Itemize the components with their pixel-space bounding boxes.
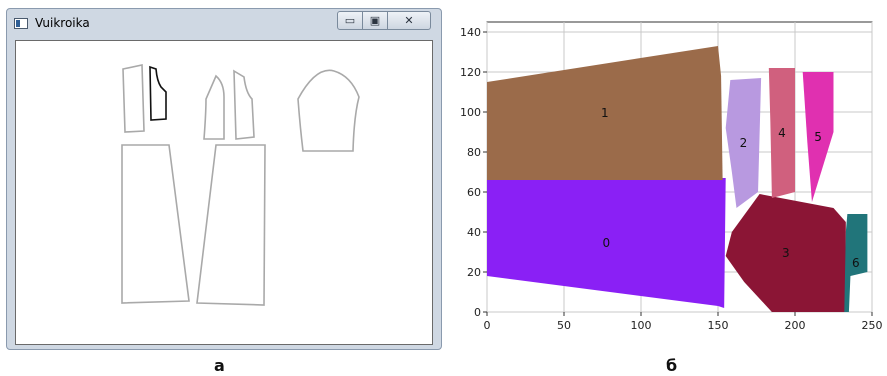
window-title: Vuikroika xyxy=(35,16,90,30)
window-app-icon xyxy=(14,18,28,29)
region-4 xyxy=(768,68,795,198)
pattern-piece-bodice-right xyxy=(233,69,255,140)
region-label-4: 4 xyxy=(778,126,786,140)
caption-a: a xyxy=(214,356,225,375)
y-tick-label: 100 xyxy=(460,106,481,119)
region-label-1: 1 xyxy=(601,106,609,120)
region-label-0: 0 xyxy=(603,236,611,250)
pattern-piece-skirt-left xyxy=(121,144,190,304)
caption-b: б xyxy=(666,356,678,375)
app-window: Vuikroika ▭ ▣ ✕ xyxy=(6,8,442,350)
pattern-piece-bodice-left xyxy=(203,74,225,140)
region-3 xyxy=(725,194,846,312)
pattern-piece-skirt-right xyxy=(196,144,266,306)
pattern-piece-sleeve xyxy=(297,69,360,152)
region-5 xyxy=(802,72,834,202)
x-tick-label: 150 xyxy=(708,319,729,332)
x-tick-label: 250 xyxy=(862,319,883,332)
x-tick-label: 0 xyxy=(484,319,491,332)
region-label-3: 3 xyxy=(782,246,790,260)
title-bar[interactable]: Vuikroika ▭ ▣ ✕ xyxy=(7,9,441,39)
close-button[interactable]: ✕ xyxy=(387,11,431,30)
y-tick-label: 40 xyxy=(467,226,481,239)
region-0 xyxy=(487,178,726,308)
pattern-piece-selected xyxy=(149,65,167,121)
y-tick-label: 0 xyxy=(474,306,481,319)
y-tick-label: 80 xyxy=(467,146,481,159)
region-2 xyxy=(725,78,762,208)
y-tick-label: 20 xyxy=(467,266,481,279)
maximize-button[interactable]: ▣ xyxy=(362,11,388,30)
x-tick-label: 50 xyxy=(557,319,571,332)
pattern-drawing xyxy=(121,64,360,306)
y-tick-label: 140 xyxy=(460,26,481,39)
region-label-6: 6 xyxy=(852,256,860,270)
region-6 xyxy=(844,214,868,312)
x-tick-label: 200 xyxy=(785,319,806,332)
y-tick-label: 60 xyxy=(467,186,481,199)
y-tick-label: 120 xyxy=(460,66,481,79)
region-label-2: 2 xyxy=(740,136,748,150)
x-tick-label: 100 xyxy=(631,319,652,332)
region-1 xyxy=(487,46,723,180)
drawing-canvas[interactable] xyxy=(15,40,433,345)
region-label-5: 5 xyxy=(814,130,822,144)
pattern-piece-front-strip xyxy=(122,64,145,133)
minimize-button[interactable]: ▭ xyxy=(337,11,363,30)
